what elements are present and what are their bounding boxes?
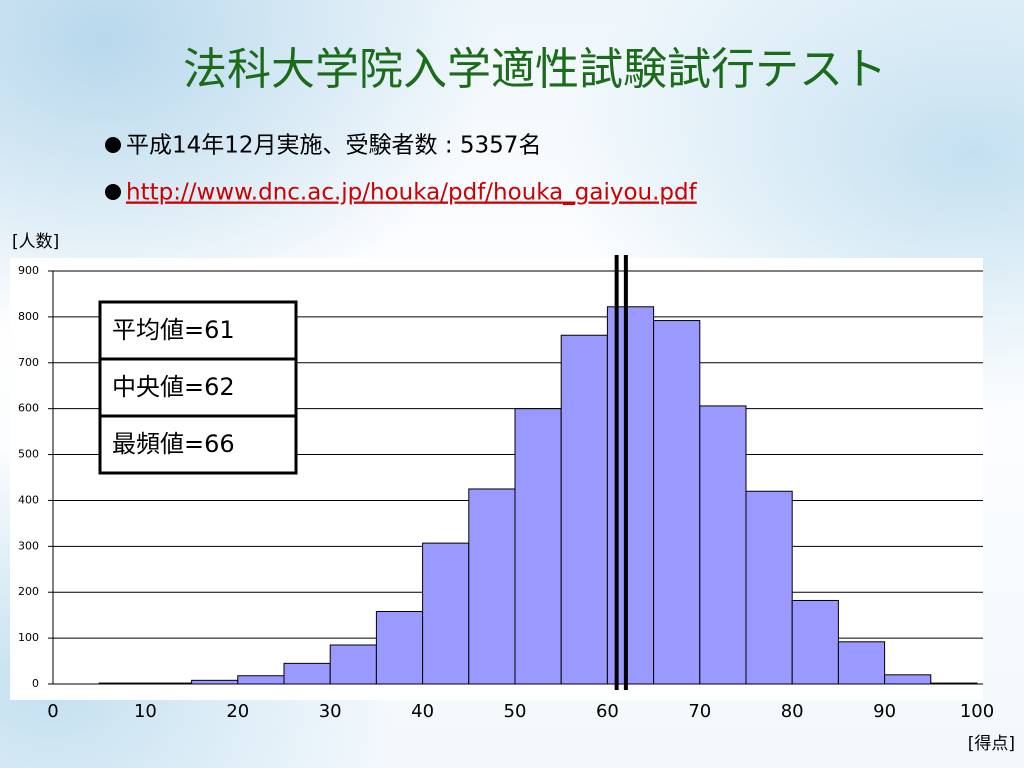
bullet-dot	[105, 184, 121, 200]
x-tick-label: 60	[596, 701, 619, 722]
annotation-box	[98, 300, 298, 361]
y-tick-label: 900	[18, 264, 39, 277]
link[interactable]: http://www.dnc.ac.jp/houka/pdf/houka_gai…	[126, 180, 698, 206]
x-tick-label: 0	[47, 701, 58, 722]
bar	[329, 644, 377, 685]
bar	[375, 610, 424, 685]
bar	[837, 641, 886, 685]
bar	[560, 334, 608, 685]
bar	[514, 408, 562, 685]
x-tick-label: 90	[873, 701, 896, 722]
bar	[422, 542, 470, 685]
y-tick-label: 500	[18, 448, 39, 461]
annotation: 中央値=62	[112, 373, 235, 401]
x-tick-label: 20	[226, 701, 249, 722]
x-tick-label: 10	[134, 701, 157, 722]
bullet-dot	[105, 137, 121, 153]
x-tick-label: 70	[688, 701, 711, 722]
bar	[468, 488, 516, 685]
y-tick-label: 700	[18, 356, 39, 369]
y-tick-label: 300	[18, 539, 39, 552]
x-axis-label: [得点]	[968, 734, 1015, 754]
x-tick-label: 40	[411, 701, 434, 722]
y-tick-label: 100	[18, 631, 39, 644]
y-tick-label: 600	[18, 402, 39, 415]
bar	[653, 320, 701, 685]
annotation: 最頻値=66	[112, 430, 235, 458]
annotation: 平均値=61	[112, 316, 235, 344]
annotation-box	[98, 357, 298, 418]
bar	[884, 674, 932, 685]
bullet-text: 平成14年12月実施、受験者数 : 5357名	[126, 133, 541, 159]
x-tick-label: 30	[319, 701, 342, 722]
x-tick-label: 50	[504, 701, 527, 722]
bar	[745, 490, 793, 685]
y-tick-label: 400	[18, 493, 39, 506]
y-tick-label: 0	[32, 677, 39, 690]
y-tick-label: 800	[18, 310, 39, 323]
x-tick-label: 100	[960, 701, 994, 722]
bar	[606, 306, 655, 685]
bar	[191, 679, 239, 685]
bar	[237, 675, 285, 685]
y-axis-label: [人数]	[12, 232, 59, 252]
bar	[283, 662, 331, 685]
y-tick-label: 200	[18, 585, 39, 598]
x-tick-label: 80	[781, 701, 804, 722]
bar	[791, 599, 839, 685]
bar	[699, 405, 747, 685]
slide-title: 法科大学院入学適性試験試行テスト	[183, 44, 887, 95]
annotation-box	[98, 414, 298, 475]
